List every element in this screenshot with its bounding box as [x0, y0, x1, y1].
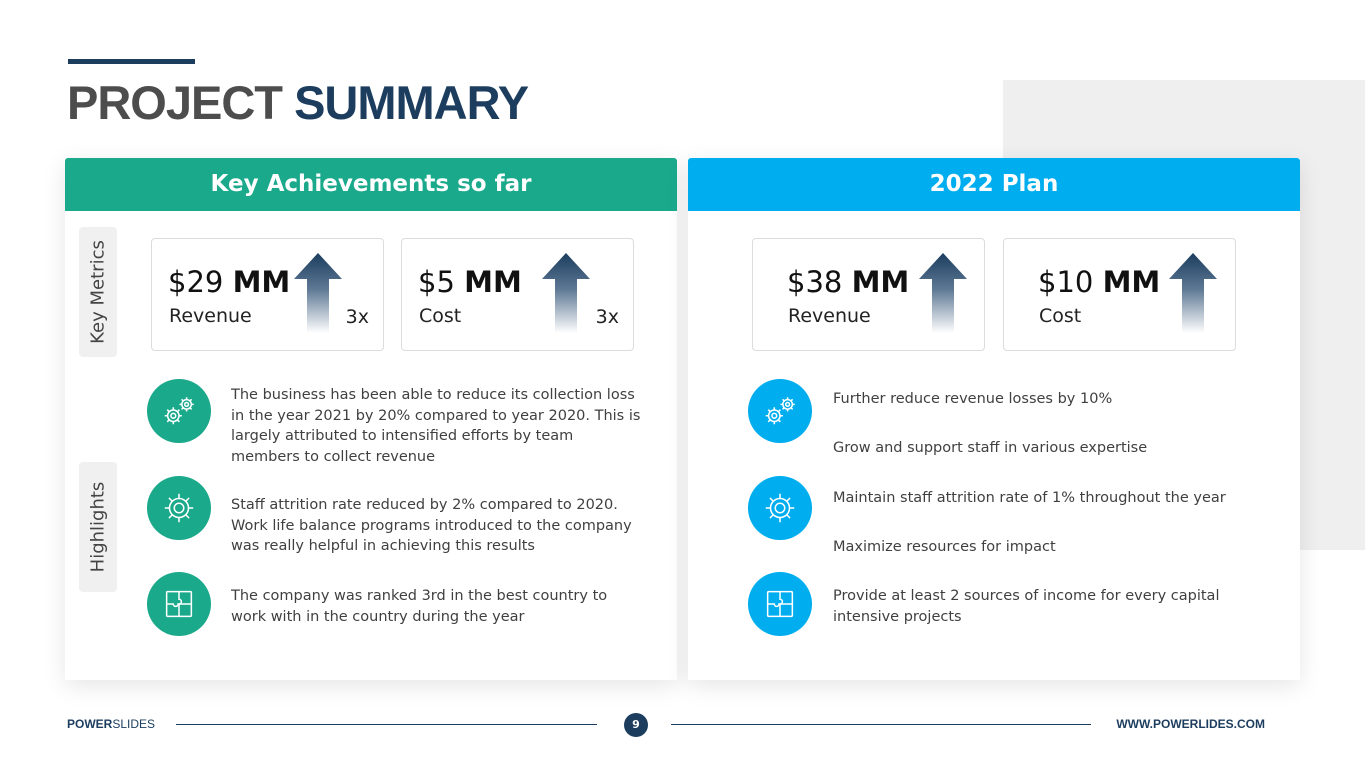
puzzle-icon — [748, 572, 812, 636]
gears-icon — [748, 379, 812, 443]
metric-card-revenue: $29 MM Revenue 3x — [151, 238, 384, 351]
plan-panel: 2022 Plan $38 MM Revenue $10 MM Cost Fur… — [688, 158, 1300, 680]
plan-item-2: Grow and support staff in various expert… — [833, 440, 1148, 456]
metric-label: Cost — [1039, 305, 1082, 327]
key-metrics-label: Key Metrics — [79, 227, 117, 357]
footer-brand-bold: POWER — [67, 717, 113, 731]
puzzle-icon — [147, 572, 211, 636]
metric-unit: MM — [851, 265, 910, 299]
metric-value: $29 — [168, 265, 224, 299]
highlights-label-text: Highlights — [87, 481, 109, 573]
metric-amount: $10 MM — [1038, 265, 1160, 299]
highlight-text-3: The company was ranked 3rd in the best c… — [231, 588, 608, 625]
arrow-up-icon — [294, 253, 342, 333]
metric-value: $38 — [787, 265, 843, 299]
metric-label: Cost — [419, 305, 462, 327]
metric-unit: MM — [464, 265, 522, 299]
metric-multiplier: 3x — [595, 306, 619, 328]
highlights-label: Highlights — [79, 462, 117, 592]
metric-unit: MM — [1102, 265, 1161, 299]
metric-label: Revenue — [788, 305, 871, 327]
metric-amount: $5 MM — [418, 265, 522, 299]
achievements-panel: Key Achievements so far Key Metrics High… — [65, 158, 677, 680]
metric-amount: $38 MM — [787, 265, 909, 299]
gear-icon — [748, 476, 812, 540]
highlight-text-2: Staff attrition rate reduced by 2% compa… — [231, 497, 632, 554]
metric-amount: $29 MM — [168, 265, 290, 299]
arrow-up-icon — [1169, 253, 1217, 333]
footer-brand: POWERSLIDES — [67, 717, 155, 731]
plan-header: 2022 Plan — [688, 158, 1300, 211]
plan-card-cost: $10 MM Cost — [1003, 238, 1236, 351]
metric-unit: MM — [232, 265, 291, 299]
page-number: 9 — [624, 713, 648, 737]
achievements-header: Key Achievements so far — [65, 158, 677, 211]
footer-divider-right — [671, 724, 1091, 725]
title-part-2: SUMMARY — [294, 76, 529, 129]
metric-value: $5 — [418, 265, 455, 299]
highlight-text-1: The business has been able to reduce its… — [231, 387, 641, 465]
plan-item-5: Provide at least 2 sources of income for… — [833, 588, 1220, 625]
metric-multiplier: 3x — [345, 306, 369, 328]
key-metrics-label-text: Key Metrics — [87, 240, 109, 344]
arrow-up-icon — [542, 253, 590, 333]
footer-url[interactable]: WWW.POWERLIDES.COM — [1116, 717, 1265, 731]
arrow-up-icon — [919, 253, 967, 333]
metric-value: $10 — [1038, 265, 1094, 299]
gears-icon — [147, 379, 211, 443]
plan-item-1: Further reduce revenue losses by 10% — [833, 391, 1113, 407]
metric-label: Revenue — [169, 305, 252, 327]
title-part-1: PROJECT — [67, 76, 283, 129]
title-accent-bar — [68, 59, 195, 64]
footer-divider-left — [176, 724, 597, 725]
footer-brand-rest: SLIDES — [112, 717, 156, 731]
plan-card-revenue: $38 MM Revenue — [752, 238, 985, 351]
plan-item-3: Maintain staff attrition rate of 1% thro… — [833, 490, 1226, 506]
gear-icon — [147, 476, 211, 540]
plan-item-4: Maximize resources for impact — [833, 539, 1056, 555]
metric-card-cost: $5 MM Cost 3x — [401, 238, 634, 351]
page-title: PROJECT SUMMARY — [67, 75, 529, 130]
